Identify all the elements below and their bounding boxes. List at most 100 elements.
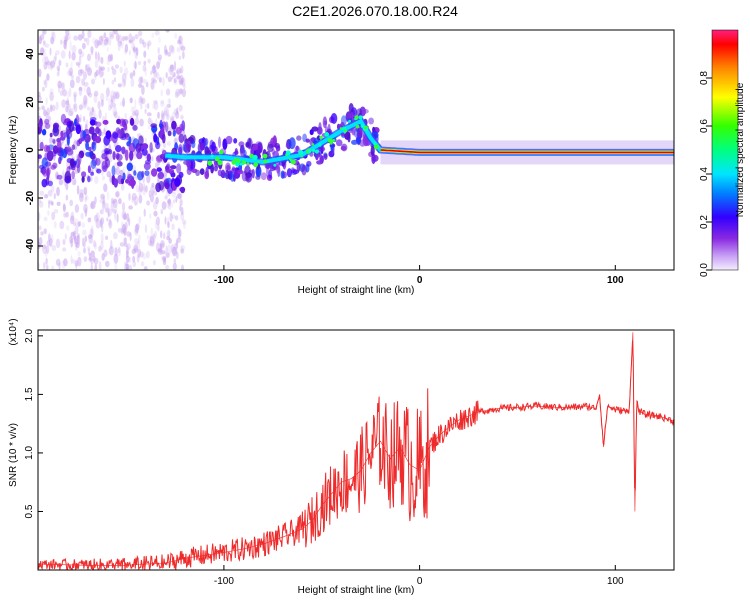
cloud-dot <box>99 198 104 204</box>
blob-dot <box>41 178 48 188</box>
blob-dot <box>56 174 63 180</box>
cloud-dot <box>132 69 136 77</box>
cloud-dot <box>98 35 103 46</box>
cloud-dot <box>107 211 110 218</box>
blob-dot <box>260 172 267 181</box>
cloud-dot <box>120 221 124 229</box>
cloud-dot <box>70 211 75 222</box>
blob-dot <box>153 133 158 143</box>
cloud-dot <box>107 54 112 62</box>
blob-dot <box>108 149 113 155</box>
cloud-dot <box>70 231 76 237</box>
cloud-dot <box>180 206 184 216</box>
cloud-dot <box>126 231 131 237</box>
blob-dot <box>280 170 285 179</box>
cloud-dot <box>61 99 66 108</box>
cloud-dot <box>161 113 165 121</box>
colorbar-gradient <box>711 29 739 271</box>
snr-x-ticks: -100 0 100 <box>214 565 624 587</box>
cloud-dot <box>50 185 55 193</box>
cloud-dot <box>141 98 144 105</box>
cloud-dot <box>115 92 120 99</box>
cloud-dot <box>48 200 53 205</box>
cloud-dot <box>75 262 78 270</box>
cloud-dot <box>43 61 48 70</box>
spectrogram-x-axis-title: Height of straight line (km) <box>298 285 415 296</box>
cloud-dot <box>115 191 120 198</box>
cloud-dot <box>77 34 83 41</box>
cloud-dot <box>117 246 121 254</box>
cloud-dot <box>106 171 111 178</box>
cloud-dot <box>77 69 83 77</box>
cloud-dot <box>146 200 151 206</box>
cloud-dot <box>160 230 163 239</box>
cloud-dot <box>142 186 147 196</box>
cloud-dot <box>108 248 112 254</box>
blob-dot <box>116 161 123 167</box>
blob-dot <box>301 164 307 176</box>
cloud-dot <box>147 58 151 64</box>
cloud-dot <box>41 57 46 64</box>
cloud-dot <box>176 47 181 53</box>
cloud-dot <box>82 229 87 236</box>
cloud-dot <box>167 230 171 238</box>
ridge-speckle <box>289 158 292 161</box>
blob-dot <box>76 139 81 147</box>
cloud-dot <box>161 110 164 119</box>
cloud-dot <box>149 213 152 219</box>
blob-dot <box>39 141 44 151</box>
cloud-dot <box>73 102 78 113</box>
cloud-dot <box>75 61 80 66</box>
cloud-dot <box>73 91 78 98</box>
cloud-dot <box>71 177 77 186</box>
cloud-dot <box>44 78 48 89</box>
cloud-dot <box>100 71 105 77</box>
cloud-dot <box>163 142 166 149</box>
cloud-dot <box>153 210 158 217</box>
blob-dot <box>53 145 59 155</box>
ridge-speckle <box>319 135 323 140</box>
ridge-speckle <box>373 142 377 146</box>
cloud-dot <box>154 219 158 230</box>
cloud-dot <box>102 78 105 85</box>
cloud-dot <box>179 88 183 94</box>
blob-dot <box>129 117 135 126</box>
cloud-dot <box>71 258 76 264</box>
cloud-dot <box>124 43 129 53</box>
cloud-dot <box>83 81 89 87</box>
cloud-dot <box>64 36 68 46</box>
blob-dot <box>46 150 54 162</box>
blob-dot <box>129 150 134 161</box>
cloud-dot <box>151 77 156 82</box>
cloud-dot <box>101 253 105 261</box>
blob-dot <box>71 144 76 150</box>
cloud-dot <box>152 64 156 71</box>
cloud-dot <box>123 213 127 221</box>
blob-dot <box>230 171 235 182</box>
cloud-dot <box>176 185 180 194</box>
cloud-dot <box>118 34 123 45</box>
cloud-dot <box>116 213 119 223</box>
blob-dot <box>170 165 177 170</box>
blob-dot <box>122 172 126 181</box>
blob-dot <box>126 162 133 172</box>
blob-dot <box>124 132 130 138</box>
cloud-dot <box>181 264 184 270</box>
blob-dot <box>268 169 273 179</box>
blob-dot <box>155 182 162 193</box>
blob-dot <box>174 177 181 187</box>
cloud-dot <box>144 266 147 270</box>
blob-dot <box>44 152 49 160</box>
blob-dot <box>116 153 123 161</box>
cloud-dot <box>151 65 157 74</box>
colorbar-ticks: 0.0 0.2 0.4 0.6 0.8 <box>699 71 712 277</box>
cloud-dot <box>133 152 137 160</box>
cloud-dot <box>126 243 131 251</box>
cloud-dot <box>175 88 181 97</box>
cloud-dot <box>111 79 115 85</box>
cloud-dot <box>139 95 143 104</box>
cloud-dot <box>110 197 114 204</box>
cloud-dot <box>107 36 112 46</box>
cloud-dot <box>113 111 118 119</box>
cloud-dot <box>46 73 50 81</box>
